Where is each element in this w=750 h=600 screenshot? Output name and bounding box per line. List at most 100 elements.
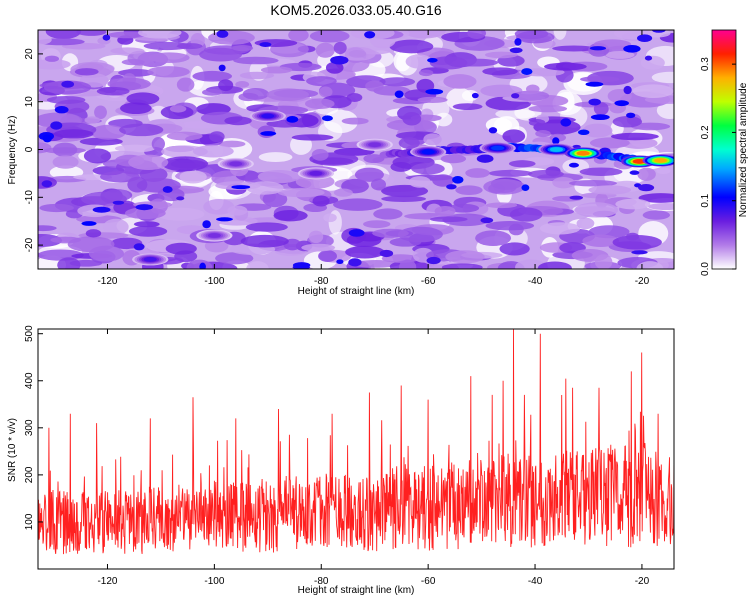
noise-speck (176, 196, 185, 201)
noise-blob (57, 257, 81, 269)
noise-blob (499, 242, 530, 256)
noise-speck (589, 46, 607, 51)
noise-blob (418, 69, 434, 77)
noise-blob (640, 55, 665, 70)
spectrogram-y-label: Frequency (Hz) (7, 116, 18, 185)
noise-speck (471, 92, 479, 99)
noise-blob (44, 55, 60, 62)
noise-blob (656, 167, 671, 175)
noise-blob (215, 252, 254, 265)
noise-blob (445, 250, 485, 264)
noise-blob (245, 222, 288, 232)
noise-blob (165, 242, 197, 255)
noise-speck (364, 31, 376, 39)
noise-speck (292, 262, 311, 269)
x-tick-label: -120 (97, 576, 117, 587)
noise-blob (539, 222, 581, 235)
noise-speck (614, 100, 629, 107)
noise-speck (92, 206, 111, 213)
noise-patch (258, 152, 293, 163)
noise-blob (121, 59, 145, 66)
noise-speck (509, 47, 523, 54)
noise-speck (511, 93, 520, 99)
noise-blob (528, 105, 568, 113)
noise-blob (304, 98, 335, 110)
noise-blob (38, 59, 71, 70)
noise-blob (306, 76, 337, 87)
noise-speck (50, 121, 63, 130)
noise-blob (582, 234, 620, 247)
hotspot-contour (491, 145, 505, 151)
noise-blob (52, 142, 78, 157)
noise-blob (79, 137, 123, 146)
noise-speck (577, 129, 590, 136)
noise-blob (312, 195, 330, 207)
y-tick-label: 100 (24, 513, 35, 530)
noise-blob (475, 230, 512, 247)
noise-speck (425, 88, 444, 95)
noise-blob (390, 161, 412, 172)
noise-blob (452, 103, 483, 111)
noise-speck (202, 220, 211, 229)
noise-blob (568, 179, 618, 187)
hotspot-contour (309, 171, 323, 176)
noise-speck (652, 30, 666, 33)
noise-blob (399, 259, 417, 269)
noise-speck (568, 162, 579, 168)
noise-blob (440, 154, 467, 164)
noise-blob (147, 66, 190, 78)
snr-y-ticks: 100 200 300 400 500 (24, 325, 43, 530)
noise-blob (467, 30, 487, 40)
noise-blob (582, 123, 613, 138)
noise-speck (379, 249, 394, 258)
noise-blob (232, 44, 254, 52)
noise-blob (363, 220, 391, 229)
x-tick-label: -60 (421, 276, 436, 287)
noise-blob (594, 254, 613, 269)
noise-blob (579, 76, 620, 83)
noise-blob (429, 56, 468, 70)
noise-blob (443, 74, 477, 89)
noise-blob (209, 131, 225, 143)
noise-blob (38, 233, 63, 247)
noise-blob (233, 56, 279, 65)
noise-blob (508, 160, 536, 168)
noise-blob (535, 130, 551, 138)
noise-blob (512, 90, 550, 101)
noise-blob (161, 156, 209, 172)
noise-blob (74, 68, 99, 76)
x-tick-label: -60 (421, 576, 436, 587)
noise-blob (126, 92, 160, 105)
noise-blob (208, 30, 255, 45)
snr-x-label: Height of straight line (km) (298, 585, 415, 596)
noise-speck (42, 134, 52, 143)
noise-blob (593, 102, 609, 116)
noise-speck (569, 195, 584, 200)
noise-blob (90, 124, 126, 140)
spectrogram-y-ticks: -20 -10 0 10 20 (24, 48, 43, 252)
noise-blob (632, 84, 674, 99)
noise-blob (642, 210, 670, 220)
noise-speck (521, 184, 530, 191)
noise-blob (227, 205, 248, 216)
noise-blob (242, 87, 269, 100)
noise-blob (177, 43, 203, 50)
noise-blob (166, 131, 203, 141)
noise-speck (330, 55, 349, 65)
noise-blob (403, 30, 446, 39)
noise-patch (656, 101, 674, 119)
noise-blob (67, 236, 115, 253)
hotspot-contour (549, 147, 564, 152)
noise-blob (589, 137, 630, 149)
snr-x-ticks: -120 -100 -80 -60 -40 -20 (97, 329, 650, 587)
noise-blob (389, 39, 434, 54)
noise-blob (576, 217, 595, 230)
noise-blob (235, 81, 250, 88)
noise-blob (484, 51, 518, 59)
hotspot-contour (229, 161, 243, 167)
colorbar: 0.0 0.1 0.2 0.3 Normalized spectral amplitu… (700, 29, 749, 276)
noise-patch (553, 30, 567, 40)
noise-blob (502, 129, 526, 144)
noise-blob (138, 30, 182, 39)
